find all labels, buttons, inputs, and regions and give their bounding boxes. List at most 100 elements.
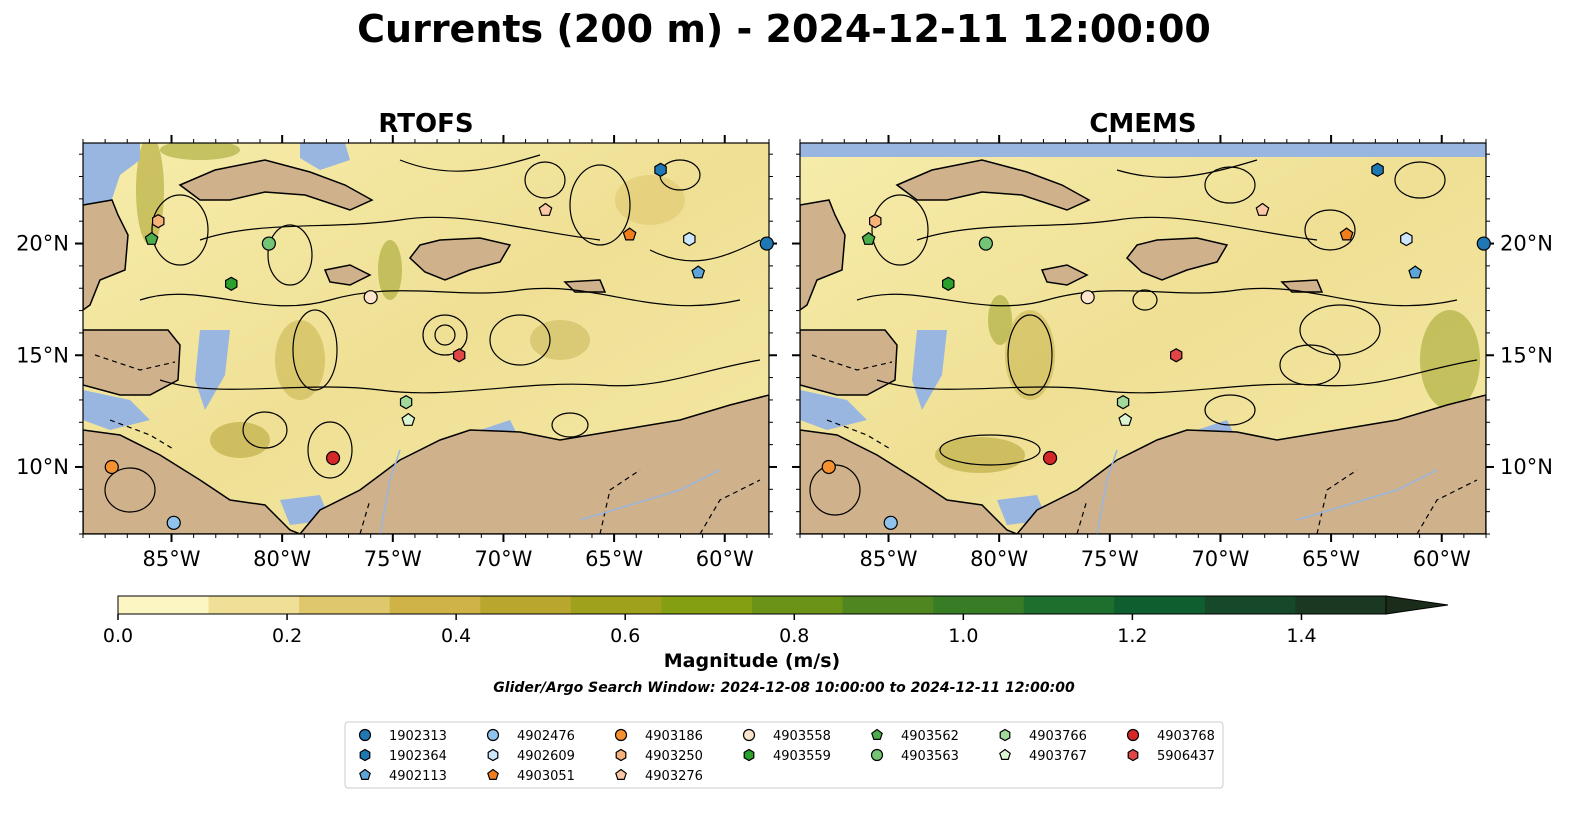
float-marker-4902476 xyxy=(166,515,181,530)
float-marker-4902113 xyxy=(691,265,706,279)
float-marker-5906437 xyxy=(1169,348,1183,363)
legend-marker-4903559 xyxy=(743,748,755,762)
legend-label: 4903276 xyxy=(645,769,703,784)
legend-marker-5906437 xyxy=(1127,748,1139,762)
colorbar-segment xyxy=(570,596,662,614)
colorbar-segment xyxy=(299,596,391,614)
legend-marker-4903250 xyxy=(615,748,627,762)
x-tick-label: 60°W xyxy=(1413,547,1471,571)
streamlines xyxy=(104,154,761,513)
figure-title: Currents (200 m) - 2024-12-11 12:00:00 xyxy=(357,7,1211,51)
colorbar-tick-label: 1.4 xyxy=(1286,625,1316,647)
float-marker-4903562 xyxy=(144,231,159,245)
x-tick-label: 80°W xyxy=(253,547,311,571)
float-marker-4903051 xyxy=(622,227,637,241)
x-tick-label: 65°W xyxy=(585,547,643,571)
colorbar-segment xyxy=(389,596,481,614)
search-window-text: Glider/Argo Search Window: 2024-12-08 10… xyxy=(493,680,1075,696)
legend-marker-4903766 xyxy=(999,728,1011,742)
float-marker-5906437 xyxy=(453,348,466,363)
legend-label: 1902313 xyxy=(389,729,447,744)
colorbar-segment xyxy=(842,596,934,614)
float-marker-4903558 xyxy=(363,290,378,305)
float-marker-4902113 xyxy=(1408,265,1423,279)
float-marker-4903276 xyxy=(1255,202,1270,216)
rivers xyxy=(1096,449,1438,534)
y-tick-label: 15°N xyxy=(1500,343,1553,367)
legend-marker-4903563 xyxy=(870,748,884,762)
legend-marker-4902609 xyxy=(487,748,499,762)
float-marker-4903563 xyxy=(978,236,993,251)
colorbar-tick-label: 0.8 xyxy=(779,625,809,647)
legend-label: 4903558 xyxy=(773,729,831,744)
legend-marker-4903562 xyxy=(871,728,883,741)
float-marker-4903250 xyxy=(152,214,165,229)
legend-marker-4903767 xyxy=(999,748,1011,761)
float-marker-4902476 xyxy=(883,515,898,530)
legend-label: 4903563 xyxy=(901,749,959,764)
y-tick-label: 10°N xyxy=(1500,455,1553,479)
colorbar: 0.0 0.2 0.4 0.6 0.8 1.0 1.2 1.4 Magnitude (m/s)… xyxy=(103,595,1449,696)
x-tick-label: 70°W xyxy=(474,547,532,571)
legend-marker-4903276 xyxy=(615,768,627,781)
colorbar-frame xyxy=(117,595,1387,615)
colorbar-tick-label: 1.2 xyxy=(1117,625,1147,647)
axis-ticks-cmems: 85°W 80°W 75°W 70°W 65°W 60°W 20°N 15°N 10°N xyxy=(792,135,1553,571)
legend-marker-1902364 xyxy=(359,748,371,762)
legend-label: 4903051 xyxy=(517,769,575,784)
axis-ticks-rtofs: 85°W 80°W 75°W 70°W 65°W 60°W 20°N 15°N 10°N xyxy=(16,135,777,571)
float-markers-cmems xyxy=(821,162,1491,530)
float-marker-1902364 xyxy=(654,162,667,177)
x-tick-label: 85°W xyxy=(143,547,201,571)
country-borders xyxy=(811,354,1478,534)
streamlines xyxy=(809,159,1478,516)
float-marker-4903186 xyxy=(821,459,836,475)
x-tick-label: 65°W xyxy=(1302,547,1360,571)
legend-label: 1902364 xyxy=(389,749,447,764)
no-data-strip xyxy=(800,143,1486,157)
panel-title-cmems: CMEMS xyxy=(1089,109,1196,139)
float-marker-4902609 xyxy=(1400,231,1413,247)
map-frame xyxy=(82,142,770,535)
legend-label: 4903766 xyxy=(1029,729,1087,744)
legend-marker-1902313 xyxy=(358,728,372,742)
legend-label: 4903250 xyxy=(645,749,703,764)
colorbar-label: Magnitude (m/s) xyxy=(664,650,841,672)
float-marker-4903767 xyxy=(1118,412,1133,426)
x-tick-label: 75°W xyxy=(364,547,422,571)
float-marker-4903768 xyxy=(1042,450,1058,466)
x-tick-label: 70°W xyxy=(1191,547,1249,571)
colorbar-extend-arrow xyxy=(1385,595,1449,615)
legend-label: 4903767 xyxy=(1029,749,1087,764)
colorbar-tick-label: 0.4 xyxy=(441,625,471,647)
float-marker-4903276 xyxy=(538,202,553,216)
map-frame xyxy=(799,142,1487,535)
panel-title-rtofs: RTOFS xyxy=(378,109,473,139)
legend-marker-4903558 xyxy=(742,728,756,742)
x-tick-label: 60°W xyxy=(696,547,754,571)
float-marker-4903768 xyxy=(325,450,341,466)
float-marker-4903559 xyxy=(225,276,238,291)
float-marker-4903186 xyxy=(104,459,119,475)
float-marker-1902364 xyxy=(1371,162,1384,177)
float-marker-4903559 xyxy=(941,276,955,291)
float-marker-4903558 xyxy=(1080,290,1095,305)
colorbar-segment xyxy=(1295,596,1387,614)
colorbar-segment xyxy=(1114,596,1206,614)
colorbar-segment xyxy=(118,596,210,614)
legend-label: 4903562 xyxy=(901,729,959,744)
float-marker-4903766 xyxy=(1116,395,1130,410)
float-marker-4903562 xyxy=(861,231,876,245)
float-marker-4903766 xyxy=(399,395,413,410)
legend-label: 5906437 xyxy=(1157,749,1215,764)
colorbar-tick-label: 0.0 xyxy=(103,625,133,647)
legend-marker-4903051 xyxy=(487,768,499,781)
float-marker-1902313 xyxy=(1476,236,1491,251)
rivers xyxy=(379,449,721,534)
colorbar-segment xyxy=(661,596,753,614)
legend-label: 4903559 xyxy=(773,749,831,764)
float-marker-4903563 xyxy=(261,236,276,251)
colorbar-tick-label: 1.0 xyxy=(948,625,978,647)
y-tick-label: 20°N xyxy=(16,232,69,256)
x-tick-label: 75°W xyxy=(1081,547,1139,571)
